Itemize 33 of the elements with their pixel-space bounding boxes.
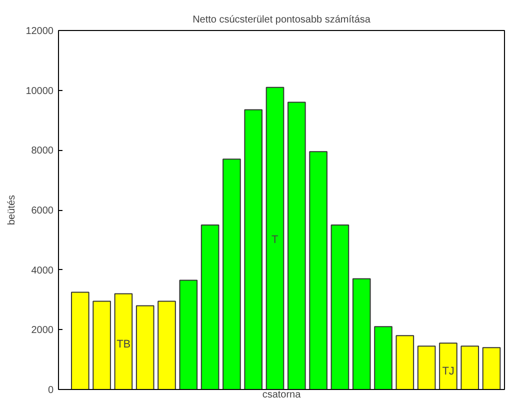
annotation: TB <box>116 338 131 351</box>
bar <box>158 300 176 390</box>
bar <box>460 346 480 390</box>
bar <box>200 224 220 390</box>
bar <box>417 346 436 390</box>
bar <box>374 326 392 390</box>
y-tick-label: 0 <box>48 385 54 396</box>
bar <box>244 109 263 390</box>
bar <box>287 102 306 390</box>
bar <box>309 151 328 390</box>
bar <box>114 293 133 390</box>
bar <box>352 278 371 390</box>
y-tick-label: 6000 <box>31 206 54 216</box>
bar <box>136 305 154 390</box>
y-tick-label: 8000 <box>31 146 54 157</box>
chart-title: Netto csúcsterület pontosabb számítása <box>192 14 371 26</box>
bar <box>70 292 90 390</box>
y-tick-label: 12000 <box>26 26 54 37</box>
bar <box>439 342 458 390</box>
y-tick-label: 2000 <box>31 325 54 336</box>
y-axis-title: beütés <box>6 194 18 226</box>
x-axis-title: csatorna <box>262 390 302 400</box>
bar <box>396 335 414 390</box>
bar <box>179 280 198 390</box>
bar <box>482 347 501 390</box>
annotation: TJ <box>442 366 454 378</box>
y-tick-label: 10000 <box>26 86 54 97</box>
annotation: T <box>271 234 278 246</box>
bar <box>222 158 241 390</box>
bar <box>92 300 111 390</box>
bar <box>266 86 284 390</box>
bar <box>330 224 350 390</box>
y-tick-label: 4000 <box>31 265 54 276</box>
